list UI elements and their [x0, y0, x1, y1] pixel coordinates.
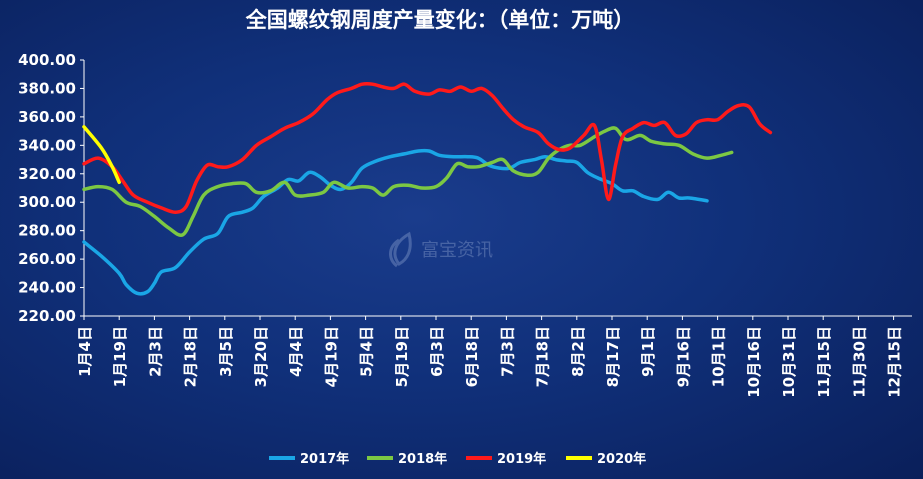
x-tick-label: 2月3日 — [146, 326, 164, 377]
series-line-0 — [82, 148, 709, 296]
x-tick-label: 3月20日 — [252, 326, 270, 387]
chart-title: 全国螺纹钢周度产量变化：（单位：万吨） — [245, 8, 635, 32]
legend-label-0: 2017年 — [300, 451, 349, 467]
legend: 2017年 2018年 2019年 2020年 — [269, 451, 646, 467]
x-tick-label: 11月30日 — [850, 326, 868, 398]
x-tick-label: 4月19日 — [322, 326, 340, 387]
x-tick-label: 1月4日 — [76, 326, 94, 377]
x-tick-label: 2月18日 — [182, 326, 200, 387]
y-tick-label: 400.00 — [18, 51, 76, 69]
y-tick-label: 380.00 — [18, 79, 76, 97]
y-tick-label: 300.00 — [18, 193, 76, 211]
x-tick-label: 9月1日 — [639, 326, 657, 377]
x-tick-label: 5月4日 — [358, 326, 376, 377]
x-axis: 1月4日 1月19日 2月3日 2月18日 3月5日 3月20日 4月4日 4月19日 5月4日… — [76, 315, 912, 398]
x-tick-label: 5月19日 — [393, 326, 411, 387]
x-tick-label: 11月15日 — [815, 326, 833, 398]
x-tick-label: 10月31日 — [780, 326, 798, 398]
y-tick-label: 260.00 — [18, 250, 76, 268]
series-layer — [82, 82, 773, 296]
legend-label-3: 2020年 — [597, 451, 646, 467]
y-tick-label: 220.00 — [18, 307, 76, 325]
y-tick-label: 320.00 — [18, 165, 76, 183]
x-tick-label: 7月18日 — [534, 326, 552, 387]
series-line-1 — [82, 126, 734, 238]
y-tick-label: 280.00 — [18, 222, 76, 240]
x-tick-label: 3月5日 — [217, 326, 235, 377]
x-tick-label: 10月1日 — [710, 326, 728, 387]
x-tick-label: 6月18日 — [463, 326, 481, 387]
x-tick-label: 1月19日 — [111, 326, 129, 387]
x-tick-label: 6月3日 — [428, 326, 446, 377]
legend-label-2: 2019年 — [497, 451, 546, 467]
x-tick-label: 8月17日 — [604, 326, 622, 387]
y-tick-label: 360.00 — [18, 108, 76, 126]
legend-label-1: 2018年 — [398, 451, 447, 467]
series-line-2 — [82, 82, 773, 214]
x-tick-label: 10月16日 — [745, 326, 763, 398]
series-line-3 — [82, 125, 121, 185]
x-tick-label: 8月2日 — [569, 326, 587, 377]
x-tick-label: 7月3日 — [498, 326, 516, 377]
x-tick-label: 4月4日 — [287, 326, 305, 377]
x-tick-label: 9月16日 — [674, 326, 692, 387]
watermark-logo-icon — [389, 231, 412, 268]
y-tick-label: 240.00 — [18, 279, 76, 297]
watermark-text: 富宝资讯 — [421, 240, 493, 261]
watermark: 富宝资讯 — [389, 231, 493, 268]
x-tick-label: 12月15日 — [886, 326, 904, 398]
y-axis: 220.00 240.00 260.00 280.00 300.00 320.00 340.… — [18, 51, 85, 325]
y-tick-label: 340.00 — [18, 136, 76, 154]
